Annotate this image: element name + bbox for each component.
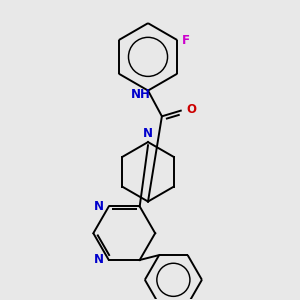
Text: NH: NH <box>131 88 151 101</box>
Text: F: F <box>182 34 190 46</box>
Text: N: N <box>94 254 103 266</box>
Text: O: O <box>187 103 196 116</box>
Text: N: N <box>143 127 153 140</box>
Text: N: N <box>94 200 103 213</box>
